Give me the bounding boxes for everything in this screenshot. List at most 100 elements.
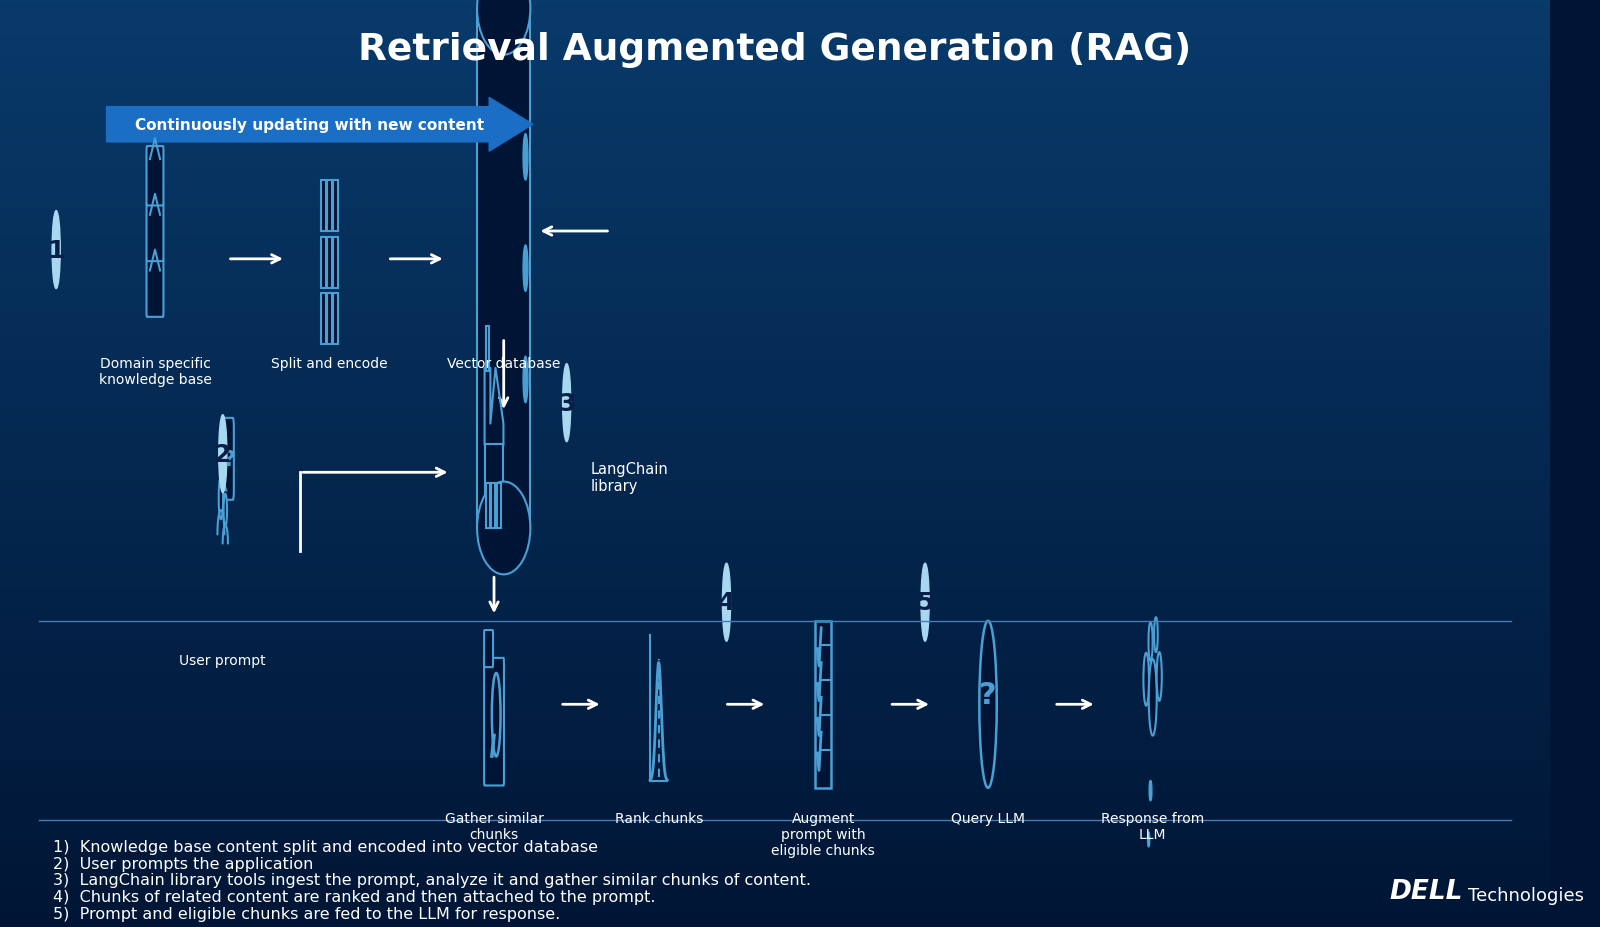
Bar — [0, 904, 1550, 908]
Bar — [0, 338, 1550, 343]
Bar — [0, 654, 1550, 658]
Bar — [0, 97, 1550, 102]
Bar — [0, 408, 1550, 413]
Bar — [0, 820, 1550, 825]
Bar — [0, 487, 1550, 491]
Bar — [0, 348, 1550, 352]
Bar — [0, 570, 1550, 575]
Bar — [0, 547, 1550, 552]
Circle shape — [979, 621, 997, 788]
Bar — [0, 579, 1550, 584]
Bar — [0, 107, 1550, 111]
Bar — [0, 5, 1550, 9]
Bar — [0, 148, 1550, 153]
Bar — [0, 918, 1550, 922]
Bar — [0, 700, 1550, 705]
Bar — [0, 519, 1550, 524]
Bar — [0, 473, 1550, 477]
Bar — [0, 158, 1550, 162]
Bar — [0, 857, 1550, 862]
Text: 4)  Chunks of related content are ranked and then attached to the prompt.: 4) Chunks of related content are ranked … — [53, 889, 656, 904]
Bar — [333, 237, 338, 288]
Text: Technologies: Technologies — [1467, 886, 1584, 904]
FancyBboxPatch shape — [147, 147, 163, 207]
Bar — [0, 426, 1550, 431]
Bar — [0, 9, 1550, 14]
Bar — [0, 111, 1550, 116]
Circle shape — [219, 415, 227, 493]
Bar — [0, 728, 1550, 732]
Bar — [0, 584, 1550, 589]
Circle shape — [523, 134, 528, 181]
Bar — [0, 607, 1550, 612]
Bar — [0, 881, 1550, 885]
Bar — [0, 389, 1550, 394]
Text: 3)  LangChain library tools ingest the prompt, analyze it and gather similar chu: 3) LangChain library tools ingest the pr… — [53, 872, 811, 887]
Bar — [0, 760, 1550, 765]
Bar — [0, 922, 1550, 927]
Bar — [0, 542, 1550, 547]
Bar — [0, 301, 1550, 306]
Circle shape — [1157, 653, 1162, 701]
Bar — [0, 528, 1550, 533]
Bar — [0, 793, 1550, 797]
Bar — [0, 751, 1550, 756]
Text: 1: 1 — [48, 238, 66, 262]
Bar — [326, 294, 333, 345]
Bar — [0, 765, 1550, 769]
Bar — [322, 294, 326, 345]
Bar — [322, 181, 326, 232]
Bar — [0, 311, 1550, 315]
Bar — [0, 209, 1550, 213]
Bar — [0, 862, 1550, 867]
Bar — [0, 269, 1550, 273]
Bar — [0, 491, 1550, 496]
Bar — [0, 278, 1550, 283]
Bar — [0, 561, 1550, 565]
Text: 2)  User prompts the application: 2) User prompts the application — [53, 856, 314, 870]
FancyBboxPatch shape — [147, 258, 163, 317]
Bar — [0, 260, 1550, 264]
Circle shape — [491, 673, 501, 756]
Bar — [0, 306, 1550, 311]
Bar — [0, 797, 1550, 802]
Text: ?: ? — [979, 680, 997, 710]
Bar — [0, 144, 1550, 148]
FancyBboxPatch shape — [485, 630, 493, 667]
Text: Domain specific
knowledge base: Domain specific knowledge base — [99, 357, 211, 387]
Bar — [0, 459, 1550, 464]
Bar — [0, 640, 1550, 644]
Text: 5)  Prompt and eligible chunks are fed to the LLM for response.: 5) Prompt and eligible chunks are fed to… — [53, 906, 560, 921]
Bar — [0, 867, 1550, 871]
Text: Retrieval Augmented Generation (RAG): Retrieval Augmented Generation (RAG) — [358, 32, 1192, 69]
Ellipse shape — [477, 482, 530, 575]
Text: Response from
LLM: Response from LLM — [1101, 811, 1205, 842]
Bar — [0, 501, 1550, 505]
Circle shape — [523, 246, 528, 292]
Bar — [0, 468, 1550, 473]
Bar — [0, 190, 1550, 195]
FancyArrow shape — [107, 98, 533, 152]
Bar — [333, 181, 338, 232]
Bar — [0, 116, 1550, 121]
Bar — [0, 677, 1550, 681]
Bar — [0, 28, 1550, 32]
Bar — [0, 769, 1550, 774]
Bar — [0, 343, 1550, 348]
Bar — [0, 250, 1550, 255]
Bar — [0, 825, 1550, 830]
Bar — [0, 23, 1550, 28]
Text: Rank chunks: Rank chunks — [614, 811, 702, 825]
Bar — [816, 621, 832, 788]
Bar — [0, 232, 1550, 236]
Bar — [0, 32, 1550, 37]
Bar — [486, 483, 490, 528]
Bar — [0, 218, 1550, 222]
Bar — [486, 326, 488, 372]
Bar — [0, 844, 1550, 848]
Bar — [0, 204, 1550, 209]
Bar — [0, 667, 1550, 672]
Bar — [491, 483, 496, 528]
Bar — [0, 709, 1550, 714]
Bar — [0, 125, 1550, 130]
